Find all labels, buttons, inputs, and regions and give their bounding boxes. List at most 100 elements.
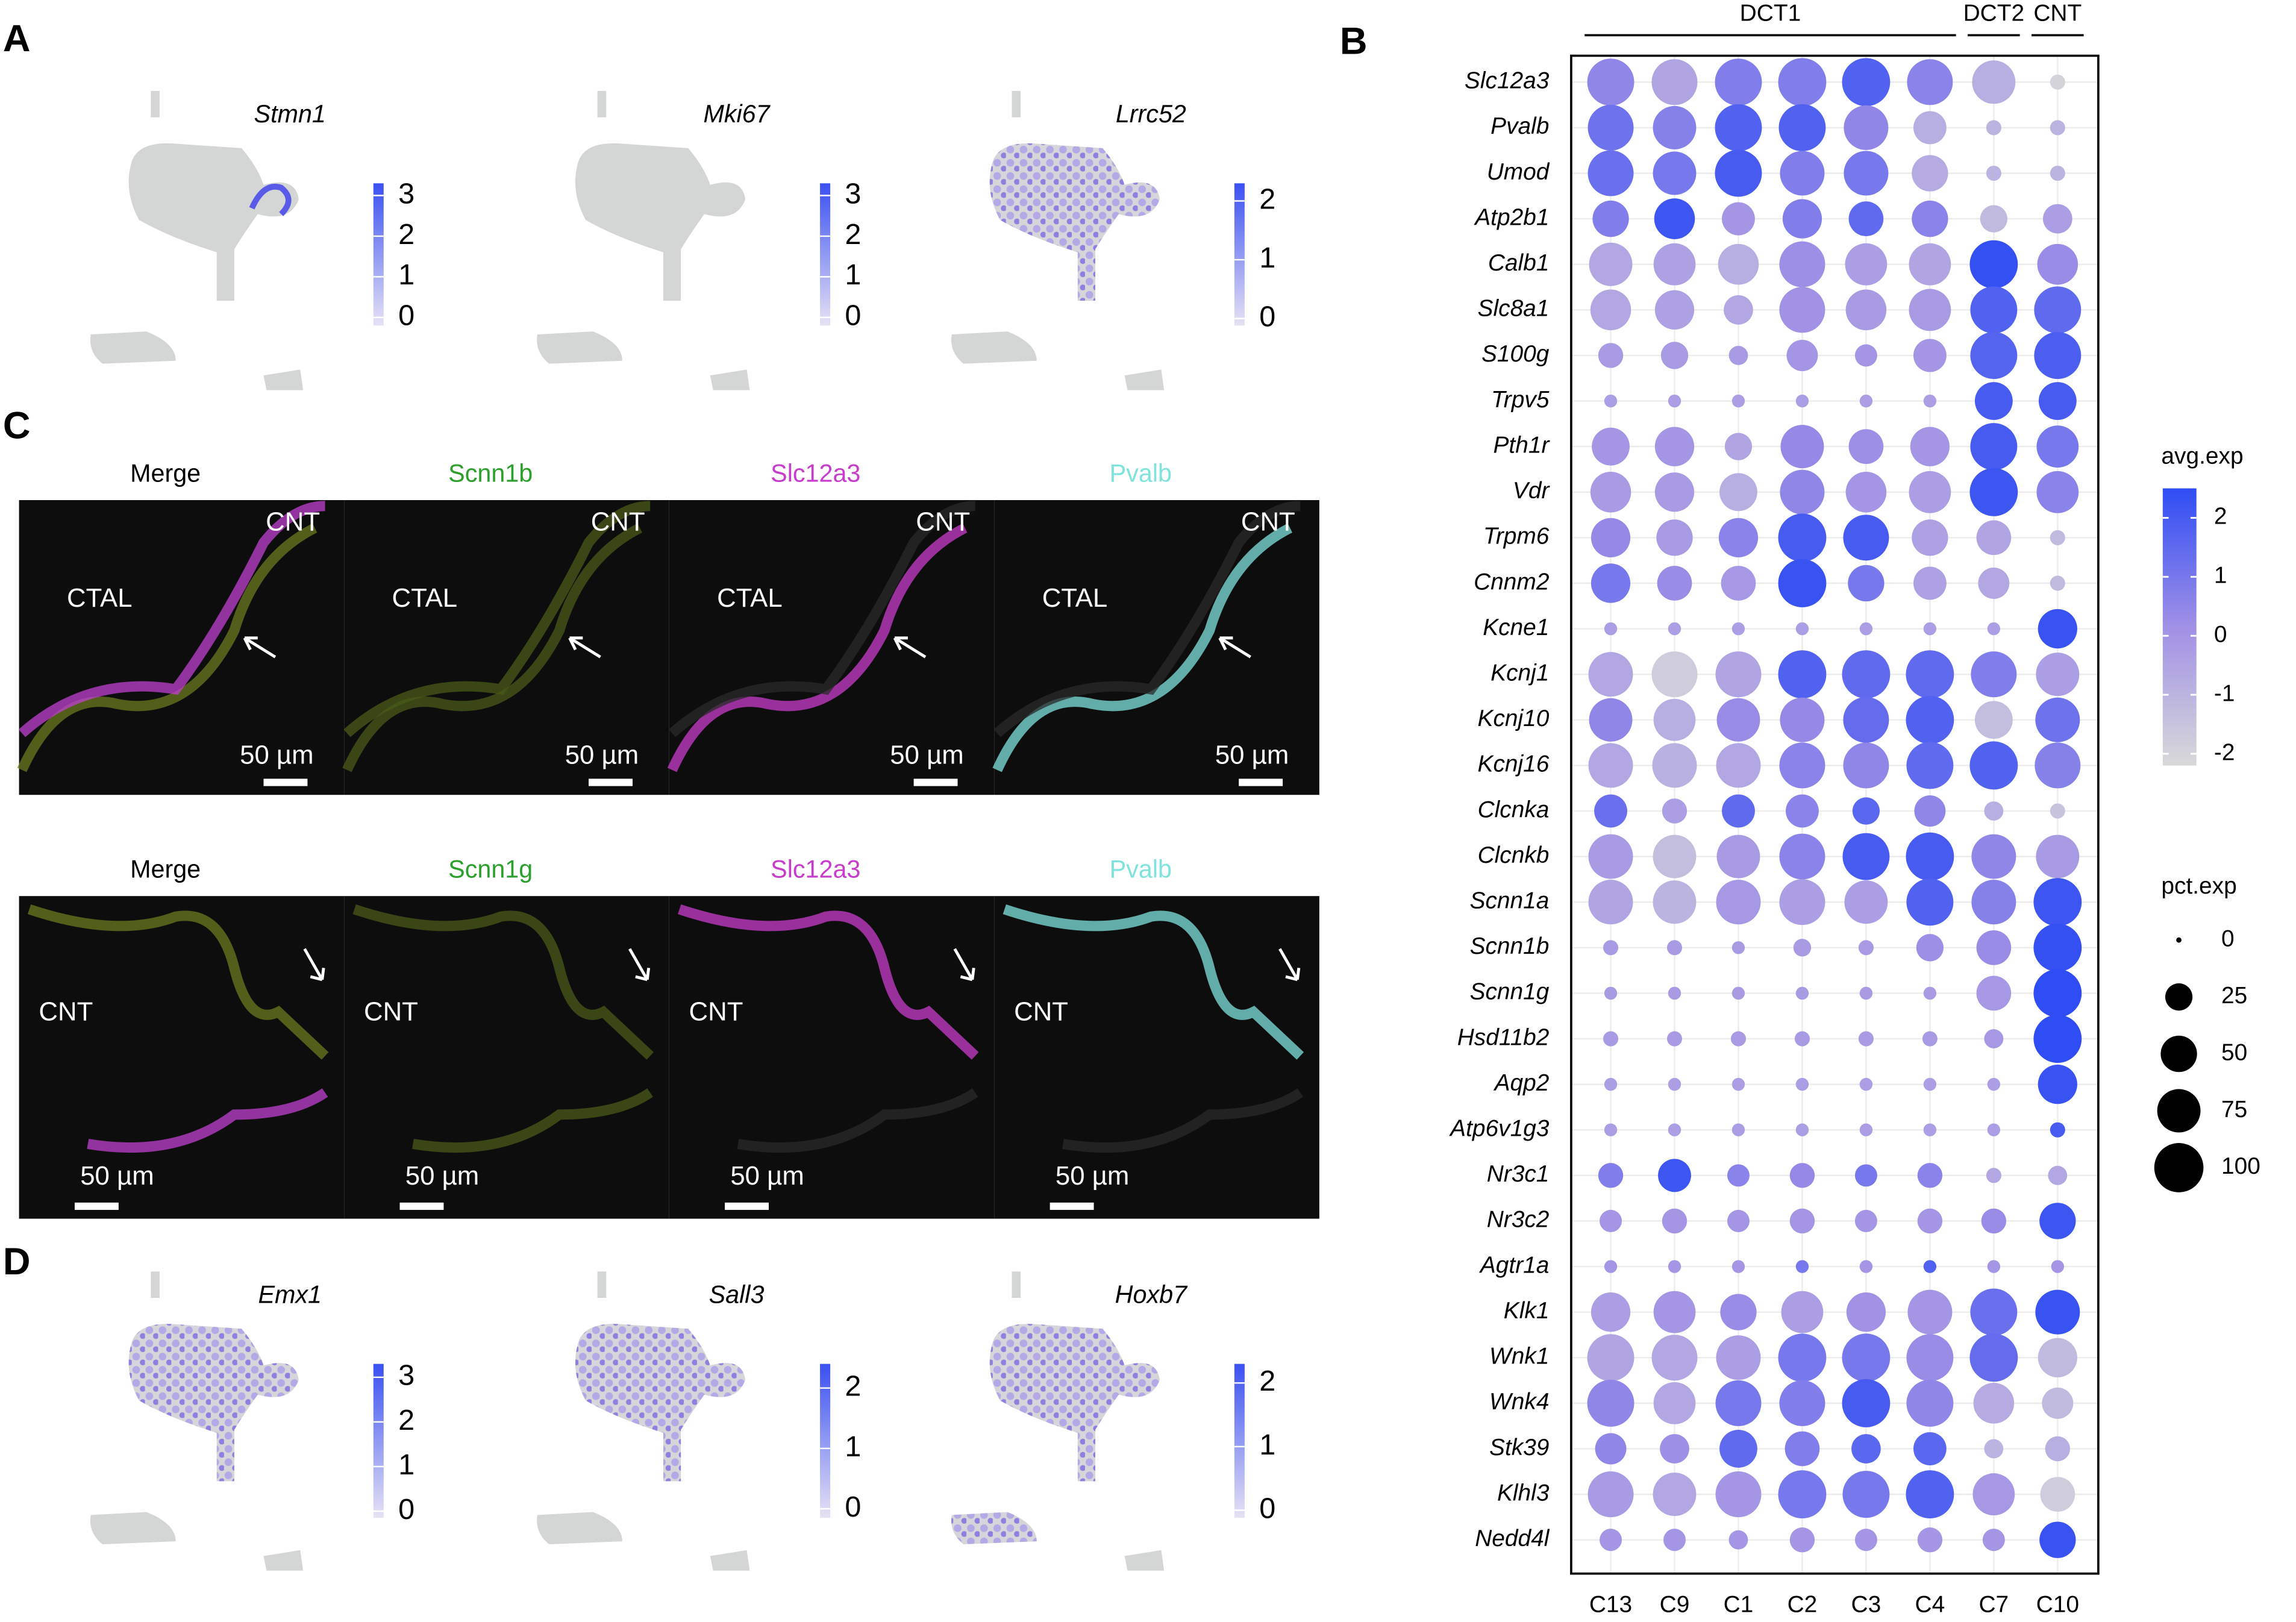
dot	[1906, 695, 1954, 744]
dot	[1595, 1433, 1627, 1465]
dot	[1970, 423, 2018, 471]
tissue	[27, 904, 329, 1060]
colorbar-label: 2	[2214, 504, 2227, 530]
dot	[1907, 59, 1953, 105]
tissue	[993, 501, 1301, 737]
colorbar-label: 0	[2214, 621, 2227, 647]
colorbar-label: 0	[398, 299, 414, 332]
dot	[1969, 240, 2018, 289]
dot	[1859, 1260, 1873, 1273]
channel-title: Merge	[130, 856, 201, 883]
legend-title: avg.exp	[2161, 443, 2243, 469]
dot	[1654, 472, 1695, 512]
legend-label: 100	[2221, 1153, 2260, 1179]
y-tick-label: Clcnkb	[1478, 842, 1550, 868]
region-label: CNT	[1241, 507, 1295, 536]
scale-label: 50 µm	[890, 740, 963, 769]
tissue	[992, 523, 1293, 772]
dot	[1906, 1470, 1954, 1519]
cell-cloud	[263, 369, 304, 390]
dot	[1658, 1159, 1691, 1192]
dot	[1973, 1383, 2015, 1424]
scale-label: 50 µm	[565, 740, 639, 769]
dot	[1906, 1334, 1954, 1382]
panel-label: C	[3, 404, 31, 446]
dot	[1846, 1292, 1886, 1332]
dot	[2038, 1064, 2077, 1104]
micrograph	[669, 896, 995, 1219]
dot	[1906, 832, 1954, 881]
dot	[1603, 940, 1619, 956]
dot	[1974, 382, 2013, 421]
dot	[1594, 794, 1627, 828]
micrograph	[19, 896, 345, 1219]
dot	[1721, 566, 1756, 601]
cell-cloud	[575, 143, 746, 301]
dot	[1789, 1163, 1815, 1188]
dot	[1668, 1260, 1681, 1273]
dot	[1600, 1529, 1622, 1552]
dot	[2036, 653, 2080, 697]
dot	[1795, 1123, 1809, 1136]
dot	[1923, 1123, 1937, 1136]
cell-cloud	[151, 1271, 160, 1298]
region-label: CNT	[591, 507, 645, 536]
dot	[1653, 698, 1696, 741]
arrow	[953, 948, 975, 982]
y-tick-label: Nr3c2	[1487, 1207, 1550, 1233]
y-tick-label: Clcnka	[1478, 797, 1550, 822]
cell-cloud	[1012, 90, 1021, 117]
dot	[2050, 1122, 2065, 1138]
tissue	[1003, 904, 1304, 1060]
x-tick-label: C10	[2036, 1591, 2079, 1617]
dot	[1727, 1209, 1750, 1232]
dot	[1842, 1471, 1890, 1518]
dot	[2036, 834, 2080, 878]
dot	[1603, 1031, 1619, 1047]
scale-bar	[263, 778, 308, 786]
dot	[1668, 986, 1681, 1000]
dot	[1778, 104, 1826, 151]
dot	[1854, 344, 1877, 367]
dot	[1793, 939, 1812, 957]
arrow	[628, 948, 651, 982]
dot	[1858, 1031, 1874, 1047]
dot	[1778, 58, 1827, 107]
feature-plot: Sall3 0 1 2	[537, 1271, 861, 1571]
dot	[1651, 651, 1698, 698]
dot	[1912, 155, 1948, 192]
dot	[1844, 880, 1888, 924]
dot	[2037, 243, 2079, 285]
dot	[1859, 394, 1873, 408]
cell-cloud	[128, 1324, 299, 1482]
legend-dot	[2157, 1089, 2201, 1133]
dot	[1970, 1288, 2018, 1336]
dot	[1976, 930, 2012, 965]
dot	[1923, 394, 1937, 408]
dot	[1778, 513, 1827, 562]
dot	[1909, 289, 1951, 331]
y-tick-label: Pth1r	[1494, 432, 1551, 458]
panel-label: B	[1340, 20, 1368, 63]
dot	[1663, 1529, 1686, 1552]
dot	[2042, 1387, 2074, 1419]
dot	[1842, 1379, 1891, 1427]
dot	[1716, 1335, 1761, 1380]
dot	[2038, 1338, 2077, 1377]
colorbar-label: 2	[1259, 1365, 1275, 1397]
dot	[1843, 742, 1889, 789]
dot	[1779, 742, 1825, 789]
scale-label: 50 µm	[1215, 740, 1289, 769]
dot	[1842, 650, 1891, 699]
dot	[1970, 286, 2018, 334]
dot	[1914, 795, 1946, 827]
dot	[1660, 1434, 1689, 1464]
dot	[1587, 1334, 1634, 1382]
dot	[1859, 986, 1873, 1000]
y-tick-label: Atp6v1g3	[1449, 1116, 1550, 1142]
y-tick-label: Kcnj1	[1491, 660, 1549, 686]
y-tick-label: Slc12a3	[1465, 68, 1550, 94]
panel-label: D	[3, 1241, 31, 1283]
dot	[1845, 243, 1888, 286]
y-tick-label: Klk1	[1504, 1298, 1550, 1324]
